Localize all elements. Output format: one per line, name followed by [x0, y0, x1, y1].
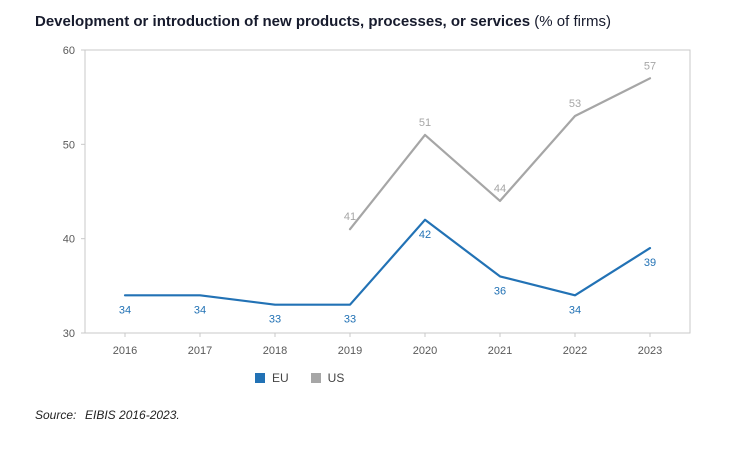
x-axis-label: 2022: [563, 345, 587, 357]
source-label: Source:: [35, 408, 77, 422]
data-label-eu: 33: [269, 314, 281, 326]
x-axis-label: 2016: [113, 345, 137, 357]
chart-title-suffix: (% of firms): [530, 13, 611, 30]
x-axis-label: 2023: [638, 345, 662, 357]
series-line-eu: [123, 218, 652, 306]
data-label-eu: 34: [194, 304, 206, 316]
legend-swatch-us: [310, 373, 321, 383]
x-axis-label: 2017: [188, 345, 212, 357]
data-label-us: 44: [494, 183, 506, 195]
line-chart: 30 40 50 60 2016 2017 2018 2019 2020 2021 2022 2023…: [63, 45, 691, 357]
data-label-us: 57: [644, 60, 656, 72]
x-axis-label: 2018: [263, 345, 287, 357]
series-line-us: [348, 77, 652, 231]
data-label-eu: 42: [419, 229, 431, 241]
x-axis-label: 2021: [488, 345, 512, 357]
data-label-eu: 34: [119, 304, 131, 316]
legend-item-eu: EU: [255, 371, 289, 385]
data-label-us: 51: [419, 117, 431, 129]
legend-swatch-eu: [255, 373, 265, 383]
chart-title: Development or introduction of new produ…: [35, 12, 705, 32]
source-text: EIBIS 2016-2023.: [85, 408, 180, 422]
source-line: Source: EIBIS 2016-2023.: [35, 408, 740, 422]
y-axis-label: 40: [63, 234, 75, 246]
legend-label-us: US: [327, 371, 345, 385]
chart-page: Development or introduction of new produ…: [0, 12, 740, 454]
legend-item-us: US: [310, 371, 345, 385]
chart-legend: EU US: [255, 370, 740, 386]
data-label-eu: 33: [344, 314, 356, 326]
data-label-eu: 34: [569, 304, 581, 316]
plot-frame: [84, 49, 691, 334]
data-label-eu: 39: [644, 257, 656, 269]
chart-title-main: Development or introduction of new produ…: [35, 13, 531, 30]
data-label-eu: 36: [494, 285, 506, 297]
data-label-us: 53: [569, 98, 581, 110]
y-axis-label: 50: [63, 139, 75, 151]
data-label-us: 41: [344, 211, 356, 223]
y-axis-label: 30: [63, 328, 75, 340]
x-axis-label: 2020: [413, 345, 437, 357]
x-axis-label: 2019: [338, 345, 362, 357]
y-axis-label: 60: [63, 45, 75, 57]
legend-label-eu: EU: [272, 371, 289, 385]
